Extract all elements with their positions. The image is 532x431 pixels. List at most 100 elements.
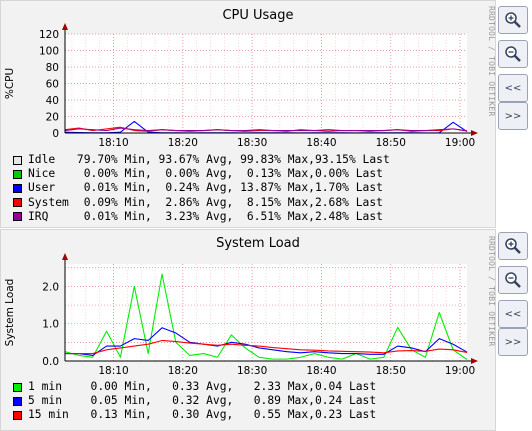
x-tick-label: 18:20	[168, 365, 198, 376]
zoom-out-button[interactable]	[498, 266, 528, 294]
x-axis-arrow	[471, 358, 478, 364]
rrdtool-credit: RRDTOOL / TOBI OETIKER	[487, 6, 496, 117]
x-tick-label: 18:50	[376, 365, 406, 376]
y-tick-label: 0	[52, 128, 59, 140]
chart-title: System Load	[216, 236, 300, 251]
y-tick-label: 60	[46, 79, 59, 91]
zoom-out-icon	[505, 46, 521, 62]
legend-min: 0.00 Min,	[90, 380, 152, 393]
legend-max: 13.87% Max,	[240, 181, 315, 195]
series-line-1-min	[64, 273, 468, 360]
legend-row: 1 min 0.00 Min, 0.33 Avg, 2.33 Max, 0.04 Las…	[13, 380, 376, 394]
chart-title: CPU Usage	[222, 8, 293, 23]
legend-max: 8.15% Max,	[246, 195, 315, 209]
legend-name: Nice	[28, 167, 56, 181]
legend-max: 6.51% Max,	[246, 209, 315, 223]
zoom-in-icon	[505, 12, 521, 28]
legend-last: 0.04 Last	[314, 380, 377, 393]
double-chevron-right-icon: >>	[504, 336, 522, 348]
zoom-out-button[interactable]	[498, 40, 528, 68]
cpu-usage-graph: 18:10 18:20 18:30 18:40 18:50 19:00 0 20 40 60 80 1…	[4, 8, 478, 149]
legend-row: IRQ 0.01% Min, 3.23% Avg, 6.51% Max, 2.48% L…	[13, 210, 390, 224]
y-tick-label: 0.0	[42, 356, 59, 368]
zoom-in-icon	[505, 238, 521, 254]
legend-last: 0.23 Last	[314, 408, 377, 422]
legend-name: 5 min	[28, 394, 63, 408]
legend-avg: 0.32 Avg,	[172, 394, 234, 408]
x-axis-arrow	[471, 130, 478, 136]
zoom-in-button[interactable]	[498, 6, 528, 34]
legend-row: 5 min 0.05 Min, 0.32 Avg, 0.89 Max, 0.24 Las…	[13, 394, 376, 408]
legend-min: 79.70% Min,	[76, 153, 152, 166]
legend-swatch	[13, 183, 22, 193]
legend-avg: 3.23% Avg,	[165, 209, 234, 223]
legend-max: 0.89 Max,	[253, 394, 315, 408]
x-tick-label: 18:40	[306, 365, 336, 376]
legend-last: 2.68% Last	[314, 195, 383, 209]
zoom-in-button[interactable]	[498, 232, 528, 260]
legend-min: 0.13 Min,	[90, 408, 152, 422]
legend-row: User 0.01% Min, 0.24% Avg, 13.87% Max, 1.70%…	[13, 181, 390, 195]
legend-max: 99.83% Max,	[240, 153, 315, 166]
legend-name: Idle	[28, 153, 56, 166]
legend-row: System 0.09% Min, 2.86% Avg, 8.15% Max, 2.68…	[13, 196, 390, 210]
x-tick-label: 18:50	[376, 137, 406, 149]
y-axis-label: System Load	[4, 279, 16, 347]
legend-last: 1.70% Last	[314, 181, 383, 195]
x-tick-label: 18:20	[168, 137, 198, 149]
y-tick-label: 80	[46, 62, 59, 74]
y-tick-label: 120	[39, 29, 59, 41]
legend-min: 0.00% Min,	[83, 167, 152, 181]
cpu-usage-legend: Idle 79.70% Min, 93.67% Avg, 99.83% Max, 93.…	[13, 153, 390, 224]
legend-avg: 2.86% Avg,	[165, 195, 234, 209]
legend-max: 2.33 Max,	[253, 380, 315, 393]
pan-left-button[interactable]: <<	[498, 300, 528, 328]
system-load-legend: 1 min 0.00 Min, 0.33 Avg, 2.33 Max, 0.04 Las…	[13, 380, 376, 423]
legend-last: 93.15% Last	[314, 153, 390, 166]
legend-row: 15 min 0.13 Min, 0.30 Avg, 0.55 Max, 0.23 La…	[13, 408, 376, 422]
legend-avg: 0.00% Avg,	[165, 167, 234, 181]
legend-swatch	[13, 155, 22, 165]
series-line-15-min	[65, 339, 468, 355]
legend-swatch	[13, 212, 22, 222]
legend-name: System	[28, 195, 69, 209]
y-tick-label: 20	[46, 112, 59, 124]
legend-min: 0.05 Min,	[90, 394, 152, 408]
legend-avg: 0.33 Avg,	[172, 380, 234, 393]
y-axis-arrow	[62, 253, 68, 260]
legend-last: 0.00% Last	[314, 167, 383, 181]
double-chevron-left-icon: <<	[504, 82, 522, 94]
series-line-irq	[64, 127, 468, 132]
pan-left-button[interactable]: <<	[498, 74, 528, 102]
legend-last: 0.24 Last	[314, 394, 377, 408]
legend-min: 0.01% Min,	[83, 209, 152, 223]
x-tick-label: 18:30	[237, 137, 267, 149]
x-tick-label: 18:10	[98, 137, 128, 149]
system-load-panel: 18:10 18:20 18:30 18:40 18:50 19:00 0.0 1.0 2.0 S…	[0, 229, 496, 431]
y-axis-arrow	[62, 23, 68, 30]
y-tick-label: 40	[46, 95, 59, 107]
legend-swatch	[13, 382, 22, 392]
y-axis-label: %CPU	[4, 68, 16, 99]
legend-swatch	[13, 198, 22, 208]
legend-row: Nice 0.00% Min, 0.00% Avg, 0.13% Max, 0.00% …	[13, 167, 390, 181]
y-tick-label: 100	[39, 46, 59, 58]
legend-name: 1 min	[28, 380, 63, 393]
legend-row: Idle 79.70% Min, 93.67% Avg, 99.83% Max, 93.…	[13, 153, 390, 167]
load-controls: << >>	[496, 229, 532, 431]
legend-name: IRQ	[28, 209, 49, 223]
legend-swatch	[13, 396, 22, 406]
rrdtool-credit: RRDTOOL / TOBI OETIKER	[487, 236, 496, 347]
x-tick-label: 18:40	[306, 137, 336, 149]
legend-min: 0.09% Min,	[83, 195, 152, 209]
pan-right-button[interactable]: >>	[498, 102, 528, 130]
cpu-controls: << >>	[496, 0, 532, 229]
series-line-5-min	[65, 327, 468, 356]
pan-right-button[interactable]: >>	[498, 328, 528, 356]
legend-swatch	[13, 169, 22, 179]
legend-name: User	[28, 181, 56, 195]
legend-name: 15 min	[28, 408, 69, 422]
double-chevron-left-icon: <<	[504, 308, 522, 320]
legend-max: 0.55 Max,	[253, 408, 315, 422]
cpu-usage-panel: 18:10 18:20 18:30 18:40 18:50 19:00 0 20 40 60 80 1…	[0, 0, 496, 228]
